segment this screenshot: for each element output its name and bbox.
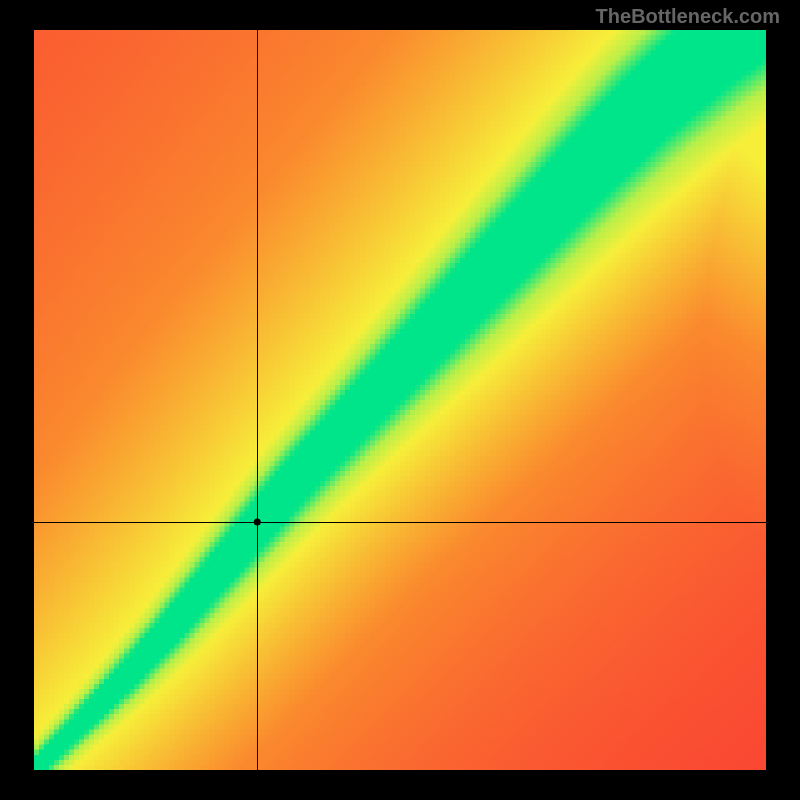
- chart-container: TheBottleneck.com: [0, 0, 800, 800]
- plot-area: [34, 30, 766, 770]
- crosshair-overlay: [34, 30, 766, 770]
- watermark-text: TheBottleneck.com: [596, 6, 780, 29]
